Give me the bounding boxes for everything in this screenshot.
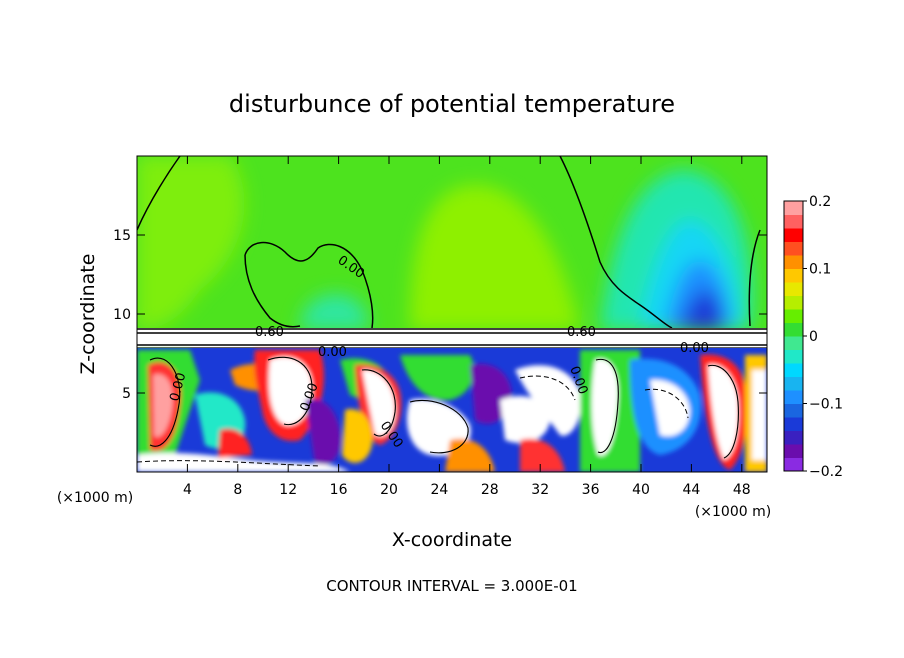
colorbar-label: 0.1 [809,262,831,278]
anomaly-blob [400,355,474,401]
anomaly-blob [445,438,495,472]
x-tick-label: 48 [733,482,751,498]
anomaly-blob [305,398,341,466]
x-tick-label: 4 [183,482,192,498]
upper-field [137,156,767,332]
x-tick-label: 32 [531,482,549,498]
x-tick-label: 44 [682,482,700,498]
contour-line [519,375,576,401]
contour-label: 0.00 [167,371,189,403]
colorbar-label: 0.2 [809,194,831,210]
colorbar-swatch [784,322,803,337]
contour-line [361,369,396,437]
contour-line [595,358,619,454]
anomaly-blob [342,409,373,463]
contour-label: 0.60 [567,325,596,340]
anomaly-blob [500,396,550,444]
contour-line [244,241,374,329]
x-tick-label: 40 [632,482,650,498]
colorbar-label: 0 [809,329,818,345]
colorbar-swatch [784,309,803,323]
y-tick-label: 15 [113,228,131,244]
x-tick-label: 20 [380,482,398,498]
x-unit-label-right: (×1000 m) [695,504,771,520]
x-tick-label: 16 [330,482,348,498]
contour-line [137,156,181,231]
contour-line [707,364,739,459]
negative-anomaly-region [300,294,369,330]
x-unit-label-left: (×1000 m) [57,490,133,506]
y-axis-title: Z-coordinate [77,254,99,375]
colorbar-swatch [784,268,803,283]
y-axis: 5 10 15 [113,228,767,402]
neutral-band [137,328,767,349]
contour-line [409,400,469,454]
chart-title: disturbunce of potential temperature [229,90,675,118]
contour-label: 0.00 [318,345,347,360]
colorbar-swatch [784,444,803,458]
contour-label: 0.00 [680,341,709,356]
colorbar-swatch [784,295,803,310]
colorbar-swatch [784,417,803,431]
anomaly-blob [362,369,395,437]
plot-area: 0.00 0.60 0.60 0.00 0.00 0.00 0.00 0.00 … [137,156,767,472]
colorbar-swatch [784,390,803,404]
x-axis: 4 8 12 16 20 24 28 32 36 40 44 48 [183,156,751,498]
contour-line [267,356,313,426]
x-tick-label: 36 [582,482,600,498]
contour-interval-note: CONTOUR INTERVAL = 3.000E-01 [326,577,577,595]
contour-line [244,254,301,328]
colorbar-swatch [784,228,803,242]
y-tick-label: 5 [122,386,131,402]
contour-line [149,357,181,447]
anomaly-blob [218,428,252,458]
contour-line [559,156,673,329]
x-axis-title: X-coordinate [392,529,512,551]
colorbar-swatch [784,376,803,391]
anomaly-blob [515,365,581,436]
colorbar-swatch [784,241,803,256]
anomaly-blob [268,357,313,426]
contour-line [137,460,321,467]
contour-line [644,388,689,419]
contour-line [748,229,761,327]
x-tick-label: 24 [430,482,448,498]
turbulent-layer [137,348,767,472]
positive-anomaly-region [410,184,580,330]
x-tick-label: 12 [279,482,297,498]
colorbar-swatch [784,349,803,364]
colorbar: 0.2 0.1 0 −0.1 −0.2 [783,194,843,480]
x-tick-label: 28 [481,482,499,498]
anomaly-blob [520,438,565,472]
colorbar-swatch [784,282,803,296]
colorbar-swatch [784,255,803,269]
y-tick-label: 10 [113,307,131,323]
colorbar-swatch [784,430,803,445]
anomaly-blob [708,364,739,460]
anomaly-blob [591,359,619,456]
colorbar-swatch [784,457,803,472]
anomaly-blob [650,379,690,437]
colorbar-label: −0.1 [809,397,843,413]
positive-anomaly-region [137,156,245,330]
negative-anomaly-region [680,290,724,330]
colorbar-swatch [784,214,803,229]
colorbar-swatch [784,363,803,377]
colorbar-swatch [784,336,803,350]
colorbar-swatch [784,201,803,215]
x-tick-label: 8 [233,482,242,498]
contour-label: 0.60 [255,325,284,340]
anomaly-blob [153,374,173,437]
colorbar-label: −0.2 [809,464,843,480]
anomaly-blob [752,370,767,460]
colorbar-swatch [784,403,803,418]
